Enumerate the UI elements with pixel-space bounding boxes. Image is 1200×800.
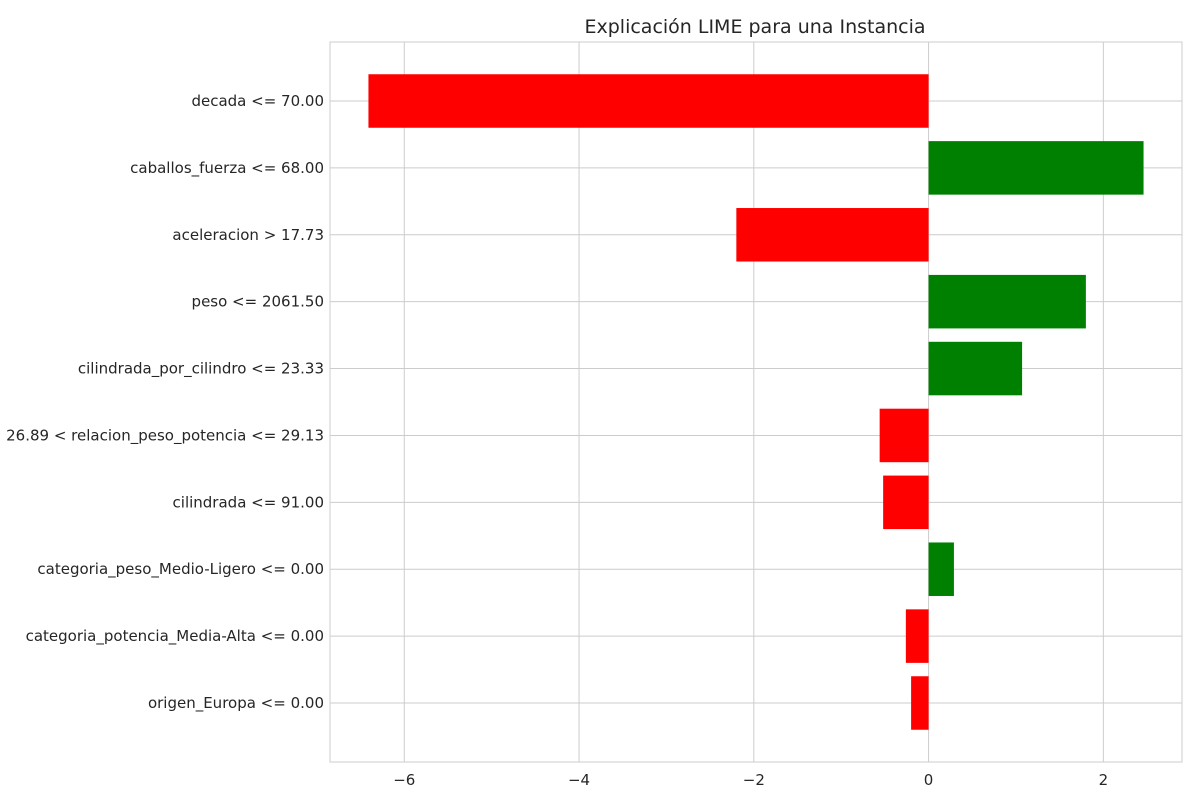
axes-border [329, 41, 1183, 763]
x-tick-label: −4 [568, 771, 590, 789]
bar-7 [928, 542, 954, 596]
chart-title: Explicación LIME para una Instancia [584, 16, 925, 38]
y-tick-label: origen_Europa <= 0.00 [148, 694, 324, 713]
y-tick-label: decada <= 70.00 [191, 92, 324, 110]
bar-6 [883, 475, 929, 530]
bar-8 [905, 609, 929, 663]
axes-frame [329, 41, 1183, 763]
y-tick-label: categoria_potencia_Media-Alta <= 0.00 [26, 627, 324, 646]
y-tick-label: aceleracion > 17.73 [172, 226, 324, 244]
bar-5 [879, 408, 929, 463]
y-tick-label: cilindrada_por_cilindro <= 23.33 [78, 360, 324, 379]
x-tick-label: −2 [743, 771, 765, 789]
y-tick-labels: decada <= 70.00 caballos_fuerza <= 68.00 a… [6, 92, 324, 713]
bar-3 [928, 274, 1086, 329]
x-tick-label: −6 [393, 771, 415, 789]
y-tick-label: cilindrada <= 91.00 [173, 493, 324, 511]
x-tick-label: 0 [924, 771, 934, 789]
y-tick-label: 26.89 < relacion_peso_potencia <= 29.13 [6, 426, 324, 445]
y-tick-label: caballos_fuerza <= 68.00 [130, 159, 324, 178]
x-tick-label: 2 [1099, 771, 1109, 789]
bar-1 [928, 141, 1144, 195]
bar-9 [911, 676, 929, 730]
bar-0 [368, 74, 929, 128]
bar-2 [736, 208, 929, 262]
y-tick-label: categoria_peso_Medio-Ligero <= 0.00 [37, 560, 324, 579]
bars [368, 74, 1144, 730]
x-tick-labels: −6 −4 −2 0 2 [393, 771, 1108, 789]
y-tick-label: peso <= 2061.50 [192, 293, 324, 311]
bar-4 [928, 341, 1023, 396]
